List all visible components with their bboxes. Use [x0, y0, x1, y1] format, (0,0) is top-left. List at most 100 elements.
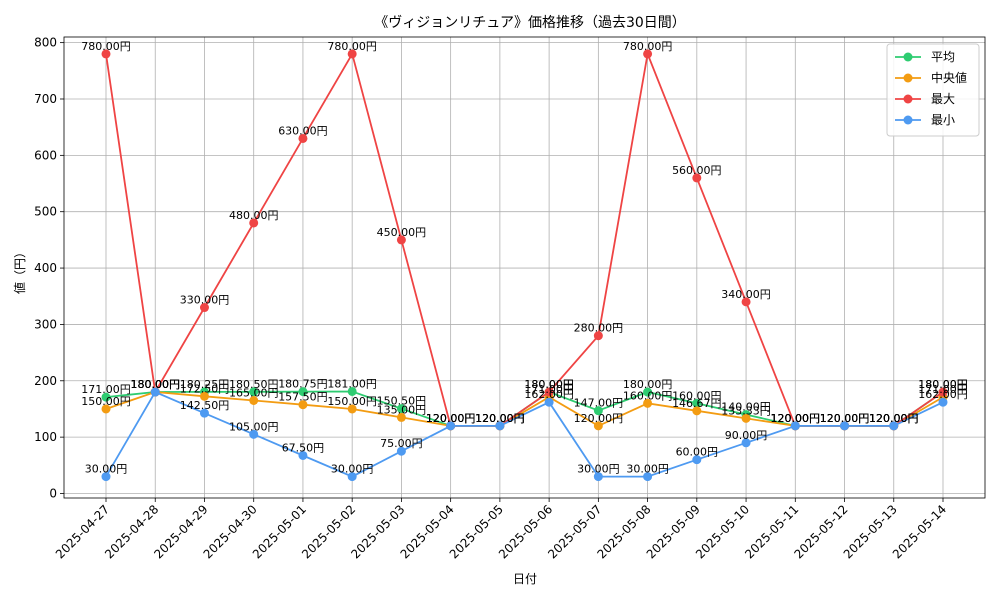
- data-label: 120.00円: [475, 412, 525, 425]
- y-tick-label: 0: [49, 486, 57, 500]
- data-label: 280.00円: [574, 322, 624, 335]
- legend-marker: [903, 94, 913, 104]
- data-point: [692, 406, 702, 416]
- legend-marker: [903, 52, 913, 62]
- y-tick-label: 800: [34, 36, 57, 50]
- data-label: 120.00円: [820, 412, 870, 425]
- chart-title: 《ヴィジョンリチュア》価格推移（過去30日間）: [374, 14, 686, 31]
- data-label: 171.00円: [918, 383, 968, 396]
- data-label: 180.00円: [130, 378, 180, 391]
- axis-layer: 01002003004005006007008002025-04-272025-…: [34, 36, 986, 561]
- data-label: 180.75円: [278, 378, 328, 391]
- data-label: 105.00円: [229, 420, 279, 433]
- y-tick-label: 600: [34, 148, 57, 162]
- data-label: 120.00円: [869, 412, 919, 425]
- data-point: [298, 133, 308, 143]
- data-label: 180.00円: [524, 378, 574, 391]
- data-label: 120.00円: [771, 412, 821, 425]
- data-label: 120.00円: [426, 412, 476, 425]
- data-point: [396, 446, 406, 456]
- y-tick-label: 400: [34, 261, 57, 275]
- data-label: 30.00円: [85, 463, 128, 476]
- data-label: 120.00円: [475, 412, 525, 425]
- y-axis-title: 値（円）: [12, 246, 27, 294]
- data-point: [249, 387, 259, 397]
- data-label: 120.00円: [820, 412, 870, 425]
- legend-marker: [903, 115, 913, 125]
- y-tick-label: 500: [34, 205, 57, 219]
- data-point: [347, 386, 357, 396]
- data-label: 120.00円: [869, 412, 919, 425]
- data-point: [938, 397, 948, 407]
- data-label: 120.00円: [820, 412, 870, 425]
- data-point: [101, 404, 111, 414]
- data-point: [446, 421, 456, 431]
- data-point: [692, 455, 702, 465]
- data-label: 450.00円: [377, 226, 427, 239]
- series-layer: [101, 49, 948, 482]
- y-tick-label: 700: [34, 92, 57, 106]
- data-point: [199, 391, 209, 401]
- data-label: 780.00円: [81, 40, 131, 53]
- y-tick-label: 200: [34, 374, 57, 388]
- data-label: 60.00円: [676, 446, 719, 459]
- data-label: 180.25円: [180, 378, 230, 391]
- legend-label: 平均: [931, 50, 955, 64]
- data-point: [347, 404, 357, 414]
- data-label: 180.00円: [524, 378, 574, 391]
- data-label: 30.00円: [626, 463, 669, 476]
- data-label: 157.50円: [278, 391, 328, 404]
- data-label: 150.00円: [327, 395, 377, 408]
- data-point: [396, 404, 406, 414]
- data-label-layer: 171.00円 180.00円 180.25円 180.50円 180.75円 181.0…: [81, 40, 968, 476]
- data-label: 120.00円: [820, 412, 870, 425]
- data-label: 120.00円: [475, 412, 525, 425]
- data-point: [741, 297, 751, 307]
- data-label: 133.33円: [721, 404, 771, 417]
- legend-label: 中央値: [931, 70, 967, 85]
- data-label: 120.00円: [426, 412, 476, 425]
- data-point: [643, 49, 653, 59]
- data-point: [101, 49, 111, 59]
- data-label: 120.00円: [426, 412, 476, 425]
- data-label: 171.00円: [81, 383, 131, 396]
- data-label: 135.00円: [377, 403, 427, 416]
- data-label: 75.00円: [380, 437, 423, 450]
- data-label: 180.00円: [918, 378, 968, 391]
- data-label: 330.00円: [180, 294, 230, 307]
- y-tick-label: 100: [34, 430, 57, 444]
- data-label: 120.00円: [771, 412, 821, 425]
- data-point: [593, 331, 603, 341]
- data-label: 180.00円: [130, 378, 180, 391]
- data-label: 120.00円: [574, 412, 624, 425]
- data-point: [347, 472, 357, 482]
- data-point: [643, 472, 653, 482]
- data-point: [938, 387, 948, 397]
- data-point: [593, 421, 603, 431]
- data-label: 120.00円: [475, 412, 525, 425]
- data-point: [593, 406, 603, 416]
- y-tick-label: 300: [34, 317, 57, 331]
- data-label: 180.00円: [623, 378, 673, 391]
- data-label: 146.67円: [672, 397, 722, 410]
- plot-frame: [63, 36, 986, 499]
- data-label: 30.00円: [577, 463, 620, 476]
- data-label: 171.00円: [524, 383, 574, 396]
- data-label: 147.00円: [574, 397, 624, 410]
- data-label: 480.00円: [229, 209, 279, 222]
- data-point: [347, 49, 357, 59]
- data-point: [889, 421, 899, 431]
- data-label: 120.00円: [869, 412, 919, 425]
- data-label: 630.00円: [278, 124, 328, 137]
- data-label: 160.00円: [623, 389, 673, 402]
- data-label: 162.00円: [918, 388, 968, 401]
- data-point: [249, 218, 259, 228]
- data-point: [298, 387, 308, 397]
- data-label: 150.50円: [377, 395, 427, 408]
- data-label: 180.50円: [229, 378, 279, 391]
- data-point: [101, 392, 111, 402]
- data-label: 30.00円: [331, 463, 374, 476]
- data-point: [495, 421, 505, 431]
